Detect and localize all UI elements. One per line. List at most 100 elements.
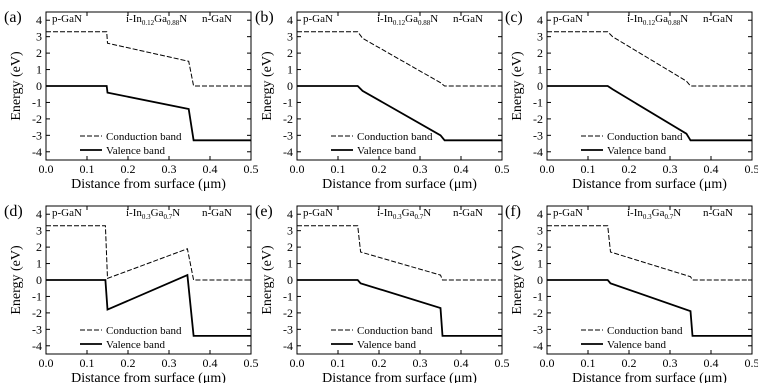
- region-label-i: i-In0.3Ga0.7N: [627, 207, 681, 221]
- x-tick-label: 0.0: [39, 356, 54, 370]
- y-tick-label: 4: [36, 13, 42, 27]
- y-tick-label: -2: [283, 306, 293, 320]
- y-tick-label: -1: [283, 289, 293, 303]
- panel-label: (f): [505, 203, 521, 220]
- x-tick-label: 0.5: [745, 356, 758, 370]
- legend-label-conduction: Conduction band: [357, 325, 433, 337]
- x-tick-label: 0.5: [495, 356, 510, 370]
- y-tick-label: 3: [36, 30, 42, 44]
- composition-subscript: 0.12: [393, 19, 406, 27]
- panel-label: (a): [4, 9, 22, 26]
- y-tick-label: 0: [537, 79, 543, 93]
- composition-subscript: 0.88: [167, 19, 180, 27]
- y-tick-label: 3: [287, 224, 293, 238]
- x-tick-label: 0.4: [454, 162, 469, 176]
- x-tick-label: 0.1: [581, 356, 596, 370]
- y-axis-title: Energy (eV): [510, 51, 525, 121]
- y-tick-label: 4: [287, 207, 293, 221]
- region-label-n: n-GaN: [202, 207, 232, 219]
- y-tick-label: -4: [533, 145, 543, 159]
- region-label-p: p-GaN: [553, 207, 583, 219]
- y-tick-label: 3: [36, 224, 42, 238]
- legend-label-valence: Valence band: [106, 145, 165, 157]
- x-tick-label: 0.4: [203, 356, 218, 370]
- x-tick-label: 0.1: [80, 162, 95, 176]
- y-tick-label: 4: [537, 13, 543, 27]
- y-tick-label: -1: [32, 95, 42, 109]
- y-tick-label: -1: [533, 289, 543, 303]
- x-tick-label: 0.0: [290, 162, 305, 176]
- y-tick-label: 0: [537, 273, 543, 287]
- region-label-part: N: [172, 207, 180, 219]
- region-label-part: N: [680, 13, 688, 25]
- panel-label: (c): [505, 9, 523, 26]
- x-tick-label: 0.1: [331, 356, 346, 370]
- panel-label: (e): [255, 203, 273, 220]
- region-label-part: i-In: [627, 13, 643, 25]
- x-tick-label: 0.0: [540, 162, 555, 176]
- y-tick-label: 3: [287, 30, 293, 44]
- y-tick-label: 0: [287, 273, 293, 287]
- y-tick-label: -4: [283, 339, 293, 353]
- x-axis-title: Distance from surface (μm): [71, 371, 226, 383]
- y-tick-label: 0: [36, 79, 42, 93]
- y-tick-label: 1: [36, 257, 42, 271]
- y-tick-label: 3: [537, 224, 543, 238]
- legend-label-conduction: Conduction band: [607, 131, 683, 143]
- legend-label-valence: Valence band: [607, 339, 666, 351]
- y-tick-label: 4: [537, 207, 543, 221]
- y-tick-label: -2: [533, 306, 543, 320]
- x-tick-label: 0.3: [162, 356, 177, 370]
- conduction-band-line: [297, 32, 502, 86]
- region-label-n: n-GaN: [202, 13, 232, 25]
- conduction-band-line: [547, 226, 752, 280]
- conduction-band-line: [547, 32, 752, 86]
- y-tick-label: 1: [287, 257, 293, 271]
- y-tick-label: -4: [283, 145, 293, 159]
- y-axis-title: Energy (eV): [510, 245, 525, 315]
- y-tick-label: -1: [533, 95, 543, 109]
- region-label-i: i-In0.3Ga0.7N: [126, 207, 180, 221]
- region-label-n: n-GaN: [453, 207, 483, 219]
- region-label-n: n-GaN: [453, 13, 483, 25]
- region-label-part: Ga: [402, 207, 415, 219]
- x-axis-title: Distance from surface (μm): [322, 371, 477, 383]
- composition-subscript: 0.12: [142, 19, 155, 27]
- region-label-part: i-In: [627, 207, 643, 219]
- y-tick-label: -4: [32, 339, 42, 353]
- y-tick-label: -2: [32, 306, 42, 320]
- y-tick-label: 0: [36, 273, 42, 287]
- y-tick-label: -2: [32, 112, 42, 126]
- region-label-i: i-In0.3Ga0.7N: [377, 207, 431, 221]
- x-tick-label: 0.2: [622, 162, 637, 176]
- y-tick-label: -3: [533, 322, 543, 336]
- y-axis-title: Energy (eV): [9, 51, 24, 121]
- region-label-p: p-GaN: [52, 13, 82, 25]
- y-tick-label: 2: [36, 240, 42, 254]
- y-tick-label: 1: [537, 63, 543, 77]
- conduction-band-line: [297, 226, 502, 280]
- region-label-part: i-In: [377, 13, 393, 25]
- region-label-part: Ga: [655, 13, 668, 25]
- y-tick-label: 4: [36, 207, 42, 221]
- x-tick-label: 0.0: [290, 356, 305, 370]
- x-tick-label: 0.5: [244, 162, 259, 176]
- region-label-p: p-GaN: [52, 207, 82, 219]
- y-tick-label: -1: [283, 95, 293, 109]
- region-label-part: N: [430, 13, 438, 25]
- region-label-p: p-GaN: [303, 207, 333, 219]
- x-axis-title: Distance from surface (μm): [322, 177, 477, 192]
- x-tick-label: 0.2: [121, 162, 136, 176]
- region-label-part: N: [179, 13, 187, 25]
- x-tick-label: 0.4: [704, 162, 719, 176]
- y-tick-label: 0: [287, 79, 293, 93]
- region-label-p: p-GaN: [303, 13, 333, 25]
- x-tick-label: 0.0: [540, 356, 555, 370]
